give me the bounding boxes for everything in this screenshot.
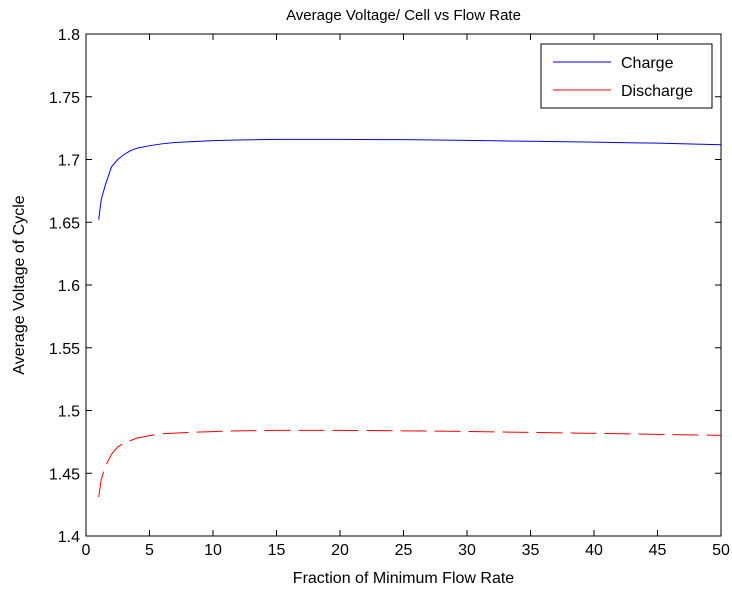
y-tick-label: 1.7 xyxy=(58,153,80,170)
legend-box xyxy=(540,43,713,109)
x-tick-label: 5 xyxy=(145,542,154,559)
x-tick-label: 15 xyxy=(268,542,286,559)
y-tick-label: 1.8 xyxy=(58,27,80,44)
series-line-discharge xyxy=(98,429,722,498)
y-tick-label: 1.5 xyxy=(58,404,80,421)
x-axis-title: Fraction of Minimum Flow Rate xyxy=(293,570,514,587)
legend-label-charge: Charge xyxy=(621,55,674,72)
y-tick-label: 1.4 xyxy=(58,529,80,546)
series-layer xyxy=(98,138,722,498)
legend-label-discharge: Discharge xyxy=(621,83,693,100)
chart-title: Average Voltage/ Cell vs Flow Rate xyxy=(286,7,521,24)
y-tick-label: 1.6 xyxy=(58,278,80,295)
x-tick-label: 20 xyxy=(331,542,349,559)
x-tick-label: 10 xyxy=(204,542,222,559)
x-tick-label: 25 xyxy=(395,542,413,559)
plot-frame xyxy=(85,33,722,537)
y-tick-label: 1.65 xyxy=(49,215,80,232)
x-tick-label: 50 xyxy=(712,542,730,559)
legend: Charge Discharge xyxy=(540,43,713,109)
x-tick-label: 0 xyxy=(82,542,91,559)
x-tick-label: 45 xyxy=(649,542,667,559)
x-tick-label: 30 xyxy=(458,542,476,559)
y-tick-label: 1.75 xyxy=(49,90,80,107)
x-tick-label: 40 xyxy=(585,542,603,559)
x-tick-label: 35 xyxy=(522,542,540,559)
y-axis-title: Average Voltage of Cycle xyxy=(11,195,28,374)
y-tick-label: 1.55 xyxy=(49,341,80,358)
series-line-charge xyxy=(98,138,722,220)
y-tick-label: 1.45 xyxy=(49,466,80,483)
axis-ticks: 0 5 10 15 20 25 30 35 40 45 50 1.4 1.45 1.5 1.55 1.6 1.6… xyxy=(49,27,730,559)
